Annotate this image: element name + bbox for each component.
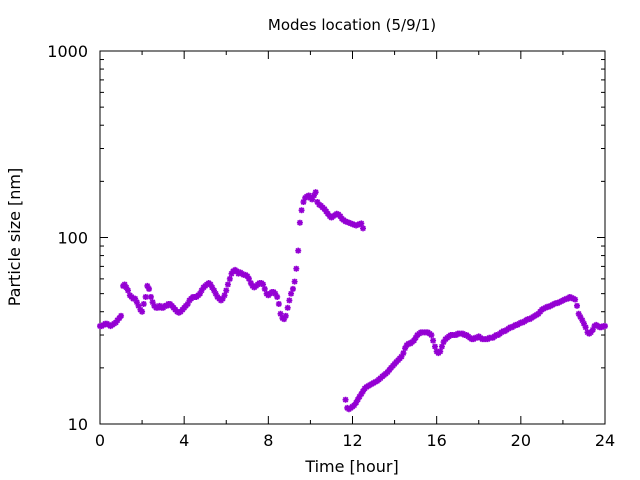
data-point	[312, 189, 319, 196]
data-point	[582, 324, 589, 331]
data-point	[140, 300, 147, 307]
data-point	[247, 280, 254, 287]
data-point	[282, 312, 289, 319]
data-point	[342, 396, 349, 403]
data-point	[314, 199, 321, 206]
data-point	[300, 199, 307, 206]
data-point	[428, 332, 435, 339]
data-point	[224, 281, 231, 288]
data-point	[124, 287, 131, 294]
data-point	[133, 299, 140, 306]
data-point	[354, 396, 361, 403]
data-point	[440, 339, 447, 346]
data-point	[149, 299, 156, 306]
data-point	[295, 247, 302, 254]
data-points	[97, 189, 608, 413]
data-point	[400, 350, 407, 357]
data-point	[398, 353, 405, 360]
data-point	[310, 192, 317, 199]
data-point	[207, 281, 214, 288]
data-point	[298, 207, 305, 214]
data-point	[437, 348, 444, 355]
data-point	[577, 313, 584, 320]
x-tick-label: 16	[426, 431, 446, 450]
data-point	[121, 281, 128, 288]
y-tick-label: 10	[68, 415, 88, 434]
x-axis-label: Time [hour]	[304, 457, 398, 476]
data-point	[438, 343, 445, 350]
data-point	[580, 320, 587, 327]
x-tick-label: 0	[95, 431, 105, 450]
data-point	[245, 275, 252, 282]
data-point	[198, 287, 205, 294]
y-tick-label: 100	[57, 229, 88, 248]
data-point	[132, 295, 139, 302]
x-tick-label: 12	[342, 431, 362, 450]
x-tick-label: 4	[179, 431, 189, 450]
data-point	[574, 302, 581, 309]
data-point	[142, 293, 149, 300]
data-point	[139, 308, 146, 315]
data-point	[226, 275, 233, 282]
data-point	[602, 323, 608, 330]
x-tick-label: 24	[595, 431, 615, 450]
data-point	[575, 310, 582, 317]
data-point	[353, 399, 360, 406]
data-point	[589, 326, 596, 333]
x-tick-label: 8	[263, 431, 273, 450]
data-point	[211, 287, 218, 294]
data-point	[291, 278, 298, 285]
y-tick-label: 1000	[47, 42, 88, 61]
data-point	[309, 196, 316, 203]
x-tick-label: 20	[511, 431, 531, 450]
data-point	[274, 293, 281, 300]
data-point	[356, 393, 363, 400]
y-axis-label: Particle size [nm]	[5, 168, 24, 307]
data-point	[184, 300, 191, 307]
data-point	[286, 297, 293, 304]
data-point	[147, 293, 154, 300]
data-point	[358, 220, 365, 227]
data-point	[289, 285, 296, 292]
data-point	[272, 290, 279, 297]
data-point	[146, 285, 153, 292]
data-point	[275, 300, 282, 307]
data-point	[144, 282, 151, 289]
data-point	[135, 302, 142, 309]
plot-axes	[99, 50, 606, 425]
data-point	[123, 284, 130, 291]
data-point	[360, 225, 367, 232]
data-point	[209, 284, 216, 291]
y-axis-ticks: 10 100 1000	[47, 42, 605, 434]
data-point	[430, 337, 437, 344]
data-point	[431, 343, 438, 350]
data-point	[579, 317, 586, 324]
data-point	[288, 290, 295, 297]
data-point	[284, 304, 291, 311]
data-point	[402, 345, 409, 352]
data-point	[223, 287, 230, 294]
data-point	[293, 265, 300, 272]
x-axis-ticks: 0 4 8 12 16 20 24	[95, 51, 615, 450]
data-point	[118, 312, 125, 319]
data-point	[196, 290, 203, 297]
data-point	[296, 219, 303, 226]
data-point	[260, 281, 267, 288]
data-point	[572, 296, 579, 303]
data-point	[281, 316, 288, 323]
chart-title: Modes location (5/9/1)	[268, 16, 436, 34]
data-point	[410, 337, 417, 344]
data-point	[212, 290, 219, 297]
data-point	[277, 310, 284, 317]
data-point	[261, 285, 268, 292]
data-point	[219, 295, 226, 302]
data-point	[221, 292, 228, 299]
plot-frame	[99, 50, 606, 425]
